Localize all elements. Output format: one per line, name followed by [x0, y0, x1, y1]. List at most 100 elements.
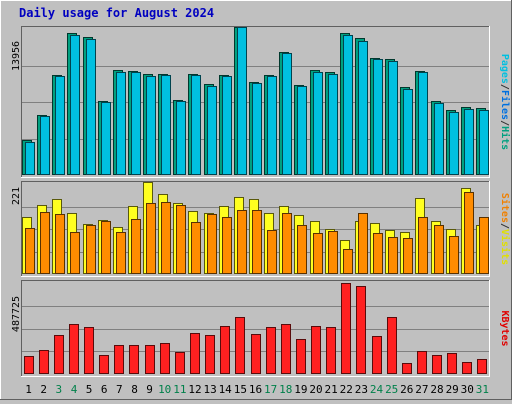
x-tick-label: 22: [340, 383, 353, 396]
x-tick-label: 16: [249, 383, 262, 396]
x-tick-label: 24: [370, 383, 384, 396]
bar-sites-day-3: [55, 214, 65, 274]
bar-files-day-15: [237, 27, 247, 175]
bar-sites-day-10: [161, 202, 171, 274]
bar-kbytes-day-1: [24, 356, 34, 374]
bar-kbytes-day-17: [266, 327, 276, 374]
bar-files-day-10: [161, 75, 171, 175]
bar-kbytes-day-8: [129, 345, 139, 374]
x-tick-label: 19: [294, 383, 307, 396]
x-tick-label: 23: [355, 383, 368, 396]
bar-sites-day-23: [358, 213, 368, 274]
series-legend: Sites/Visits: [499, 193, 511, 265]
bar-files-day-2: [40, 116, 50, 175]
bar-sites-day-9: [146, 203, 156, 274]
bar-files-day-9: [146, 76, 156, 175]
legend-entry: Pages: [499, 54, 510, 84]
bar-kbytes-day-12: [190, 333, 200, 374]
bar-kbytes-day-22: [341, 283, 351, 374]
bar-files-day-8: [131, 72, 141, 175]
bar-files-day-20: [313, 72, 323, 175]
bar-kbytes-day-19: [296, 339, 306, 374]
bar-files-day-17: [267, 76, 277, 175]
bar-kbytes-day-31: [477, 359, 487, 374]
legend-entry: Visits: [499, 229, 511, 265]
bar-kbytes-day-23: [356, 286, 366, 374]
x-tick-label: 18: [279, 383, 292, 396]
x-tick-label: 28: [430, 383, 443, 396]
y-max-label: 487725: [11, 296, 22, 332]
bar-kbytes-day-9: [145, 345, 155, 374]
x-tick-label: 12: [188, 383, 201, 396]
bar-kbytes-day-10: [160, 343, 170, 374]
bar-sites-day-16: [252, 210, 262, 274]
bar-sites-day-28: [434, 225, 444, 274]
bar-files-day-12: [191, 75, 201, 175]
panel-hits-files-pages: 13956 Pages/Files/Hits: [11, 26, 511, 178]
bar-files-day-13: [207, 86, 217, 175]
bar-sites-day-1: [25, 228, 35, 274]
x-tick-label: 2: [40, 383, 47, 396]
bar-sites-day-6: [101, 221, 111, 274]
x-tick-label: 8: [131, 383, 138, 396]
bar-kbytes-day-16: [251, 334, 261, 374]
x-tick-label: 3: [55, 383, 62, 396]
bar-sites-day-5: [86, 225, 96, 274]
x-tick-label: 31: [476, 383, 489, 396]
bar-sites-day-18: [282, 213, 292, 274]
chart-title: Daily usage for August 2024: [19, 6, 214, 20]
x-tick-label: 17: [264, 383, 277, 396]
bar-kbytes-day-15: [235, 317, 245, 374]
x-tick-label: 21: [324, 383, 337, 396]
panel-visits-sites: 221 Sites/Visits: [11, 181, 511, 277]
bar-files-day-1: [25, 142, 35, 175]
bar-files-day-26: [403, 89, 413, 175]
x-tick-label: 27: [415, 383, 428, 396]
legend-entry: KBytes: [499, 310, 510, 346]
legend-entry: /: [499, 84, 510, 90]
x-tick-label: 1: [25, 383, 32, 396]
bar-sites-day-19: [297, 225, 307, 274]
legend-entry: Sites: [499, 193, 511, 223]
x-tick-label: 11: [173, 383, 186, 396]
bar-sites-day-14: [222, 217, 232, 274]
x-axis: 1 2 3 4 5 6 7 8 9 10 11 12 13 14 15 16 17 18 19 20 21 22 23 24 2…: [25, 383, 489, 396]
bar-sites-day-24: [373, 233, 383, 274]
x-tick-label: 10: [158, 383, 171, 396]
x-tick-label: 9: [146, 383, 153, 396]
bar-sites-day-27: [418, 217, 428, 274]
x-tick-label: 30: [461, 383, 474, 396]
series-legend: KBytes: [499, 310, 510, 346]
bar-sites-day-7: [116, 232, 126, 274]
bar-files-day-23: [358, 41, 368, 175]
legend-entry: /: [499, 223, 510, 229]
y-max-label: 13956: [11, 41, 22, 71]
x-tick-label: 14: [219, 383, 233, 396]
bar-kbytes-day-29: [447, 353, 457, 374]
x-tick-label: 15: [234, 383, 247, 396]
bar-kbytes-day-3: [54, 335, 64, 374]
bar-files-day-29: [449, 112, 459, 175]
x-tick-label: 6: [101, 383, 108, 396]
x-tick-label: 13: [203, 383, 216, 396]
series-legend: Pages/Files/Hits: [499, 54, 511, 150]
bar-kbytes-day-13: [205, 335, 215, 374]
bar-kbytes-day-20: [311, 326, 321, 374]
bar-sites-day-17: [267, 230, 277, 274]
y-max-label: 221: [11, 187, 22, 205]
bar-files-day-16: [252, 83, 262, 175]
bar-kbytes-day-11: [175, 352, 185, 374]
bar-files-day-5: [86, 39, 96, 175]
bar-kbytes-day-27: [417, 351, 427, 374]
bar-files-day-4: [70, 35, 80, 175]
panel-kbytes: 487725 KBytes: [11, 280, 510, 377]
bar-sites-day-26: [403, 238, 413, 274]
bar-sites-day-31: [479, 217, 489, 274]
bar-sites-day-30: [464, 192, 474, 274]
bar-sites-day-21: [328, 231, 338, 274]
bar-files-day-11: [176, 101, 186, 175]
bar-kbytes-day-25: [387, 317, 397, 374]
x-tick-label: 4: [71, 383, 78, 396]
